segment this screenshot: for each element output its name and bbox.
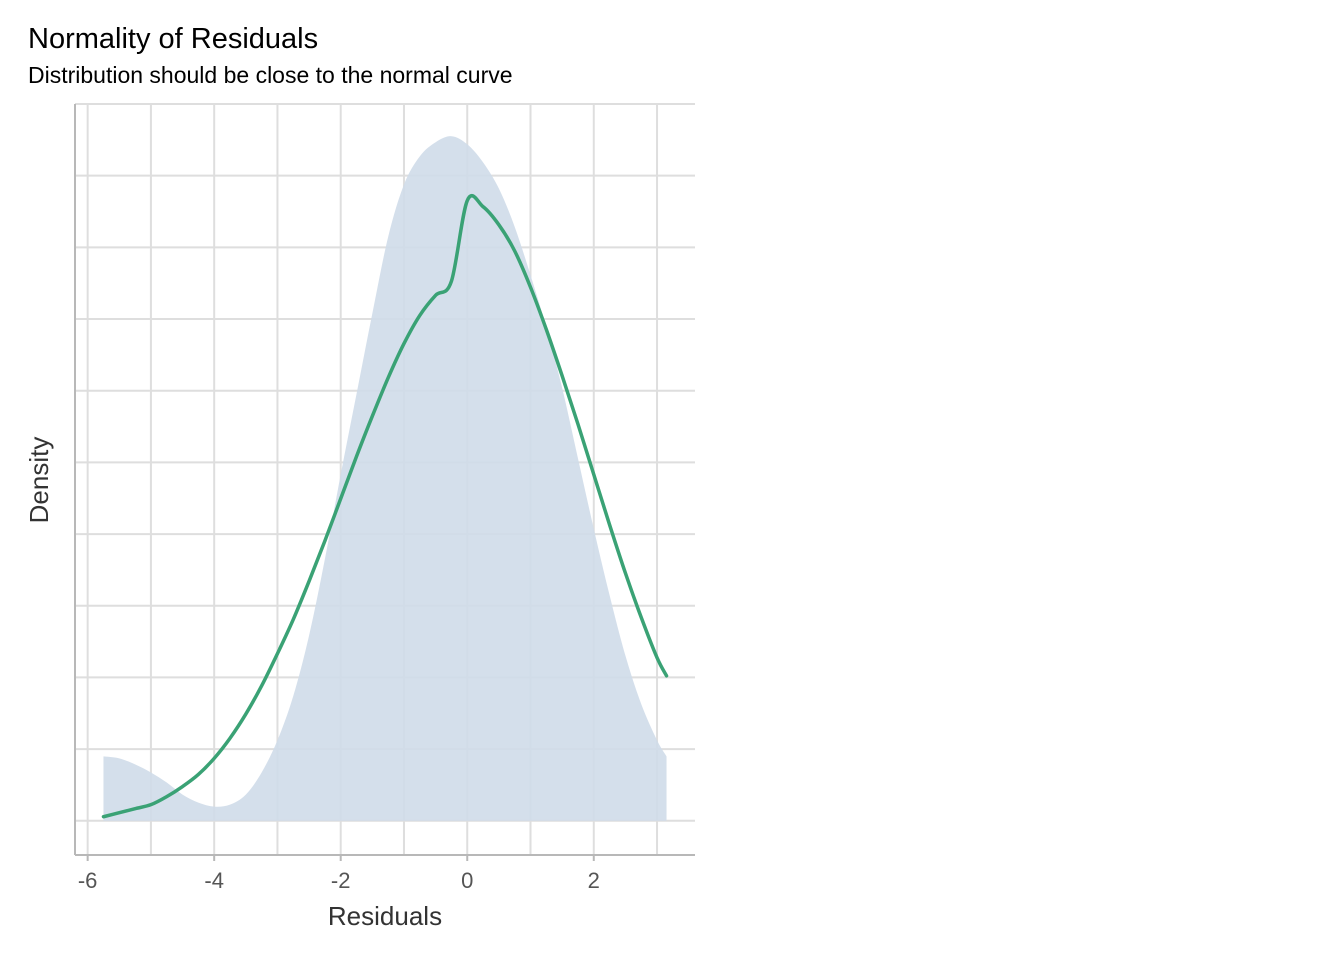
x-tick-label: -4 xyxy=(204,868,224,893)
chart-subtitle: Distribution should be close to the norm… xyxy=(28,62,513,88)
x-tick-label: -6 xyxy=(78,868,98,893)
x-tick-label: 0 xyxy=(461,868,473,893)
x-tick-label: -2 xyxy=(331,868,351,893)
chart-title: Normality of Residuals xyxy=(28,23,319,55)
x-tick-label: 2 xyxy=(588,868,600,893)
density-area xyxy=(103,136,667,821)
y-axis-title: Density xyxy=(24,437,54,524)
density-area-layer xyxy=(103,136,667,821)
tick-label-layer: -6 -4 -2 0 2 xyxy=(78,868,600,893)
normal-curve-layer xyxy=(101,194,669,819)
axis-layer xyxy=(74,104,695,861)
normal-curve-line xyxy=(101,194,669,819)
x-axis-title: Residuals xyxy=(328,901,442,931)
